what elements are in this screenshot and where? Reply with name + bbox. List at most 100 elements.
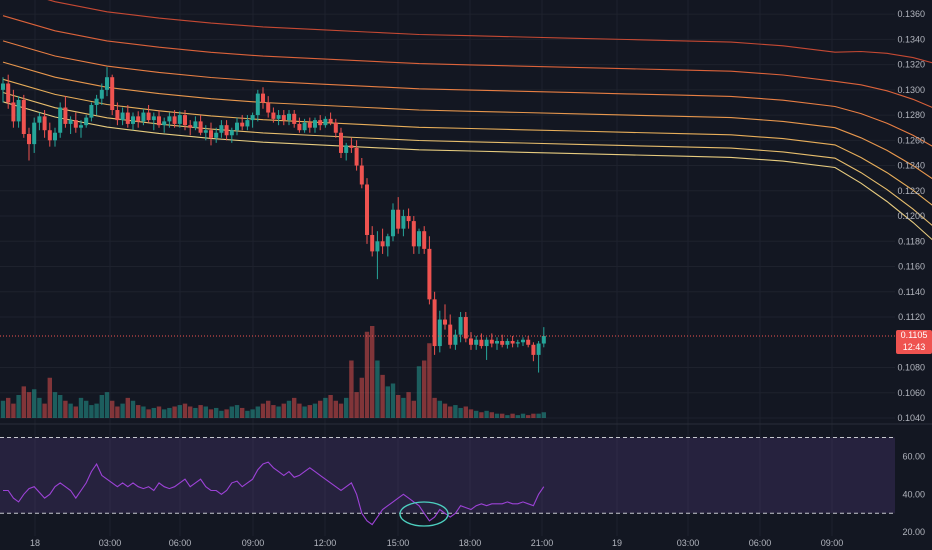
candle-body xyxy=(261,93,265,103)
volume-bar xyxy=(68,403,73,418)
volume-bar xyxy=(396,395,401,418)
price-tick-label: 0.1080 xyxy=(897,363,925,373)
candle-body xyxy=(73,120,78,128)
price-tick-label: 0.1360 xyxy=(897,9,925,19)
candle-body xyxy=(6,83,11,103)
candle-body xyxy=(250,115,255,121)
price-tick-label: 0.1320 xyxy=(897,60,925,70)
volume-bar xyxy=(52,392,58,418)
time-tick-label: 18 xyxy=(30,538,40,548)
candle-body xyxy=(479,339,484,347)
candle-body xyxy=(541,335,546,344)
candle-body xyxy=(391,209,395,237)
time-tick-label: 21:00 xyxy=(531,538,554,548)
candle-body xyxy=(63,107,68,124)
volume-bar xyxy=(193,407,198,418)
candle-body xyxy=(396,209,401,229)
candle-body xyxy=(526,339,531,345)
candle-body xyxy=(495,341,499,344)
volume-bar xyxy=(479,412,484,418)
volume-bar xyxy=(515,415,520,418)
volume-bar xyxy=(302,406,307,418)
candlesticks[interactable] xyxy=(1,67,546,373)
candle-body xyxy=(224,125,229,136)
price-tick-label: 0.1280 xyxy=(897,110,925,120)
candle-body xyxy=(359,165,364,185)
volume-bar xyxy=(380,374,385,418)
volume-bar xyxy=(130,400,136,418)
time-axis[interactable]: 18 03:00 06:00 09:00 12:00 15:00 18:00 21:00 19 0… xyxy=(30,538,843,548)
candle-body xyxy=(297,123,302,131)
candle-body xyxy=(328,118,333,123)
candle-body xyxy=(302,122,307,131)
candle-body xyxy=(240,122,245,127)
price-axis[interactable]: 0.1360 0.1340 0.1320 0.1300 0.1280 0.1260 0.12… xyxy=(897,9,925,423)
volume-bar xyxy=(422,360,427,418)
volume-bar xyxy=(188,406,193,418)
volume-bar xyxy=(255,406,260,418)
volume-bar xyxy=(505,415,510,418)
price-tick-label: 0.1200 xyxy=(897,211,925,221)
candle-body xyxy=(443,319,447,325)
price-tick-label: 0.1060 xyxy=(897,388,925,398)
candle-body xyxy=(469,338,473,345)
time-tick-label: 19 xyxy=(612,538,622,548)
candle-body xyxy=(177,115,182,124)
volume-bar xyxy=(146,409,151,418)
volume-bar xyxy=(344,397,349,418)
candle-body xyxy=(157,116,161,126)
volume-bar xyxy=(468,409,474,418)
candle-body xyxy=(287,113,291,121)
ma-line xyxy=(2,61,932,180)
ma-line xyxy=(2,40,932,147)
volume-bar xyxy=(328,395,333,418)
volume-bar xyxy=(120,403,125,418)
candle-body xyxy=(489,339,494,344)
candle-body xyxy=(172,116,177,124)
volume-bar xyxy=(219,410,224,418)
candle-body xyxy=(453,334,458,345)
volume-bar xyxy=(463,406,468,418)
candle-body xyxy=(339,132,343,153)
volume-bar xyxy=(141,406,146,418)
volume-bar xyxy=(390,383,396,418)
candle-body xyxy=(214,132,219,138)
volume-bars xyxy=(0,326,546,418)
bar-countdown: 12:43 xyxy=(903,342,926,352)
candle-body xyxy=(209,130,213,138)
ma-line xyxy=(2,101,932,241)
volume-bar xyxy=(0,400,6,418)
volume-bar xyxy=(510,413,515,418)
volume-bar xyxy=(99,395,104,418)
volume-bar xyxy=(136,405,141,418)
volume-bar xyxy=(6,397,11,418)
rsi-band xyxy=(0,437,895,514)
volume-bar xyxy=(208,409,214,418)
candle-body xyxy=(365,184,369,235)
candle-body xyxy=(448,324,453,345)
volume-bar xyxy=(318,400,323,418)
rsi-line xyxy=(3,461,545,526)
candle-body xyxy=(333,122,338,133)
volume-bar xyxy=(94,403,99,418)
volume-bar xyxy=(260,403,266,418)
volume-bar xyxy=(474,410,479,418)
candle-body xyxy=(183,115,187,126)
volume-bar xyxy=(385,386,390,418)
candle-body xyxy=(53,132,57,141)
candle-body xyxy=(385,236,390,247)
candle-body xyxy=(47,130,52,141)
volume-bar xyxy=(531,413,536,418)
candle-body xyxy=(458,317,463,335)
volume-bar xyxy=(364,331,370,418)
candle-body xyxy=(27,134,31,145)
volume-bar xyxy=(411,400,416,418)
volume-bar xyxy=(442,403,448,418)
volume-bar xyxy=(234,405,240,418)
candle-body xyxy=(125,112,130,124)
candle-body xyxy=(500,341,505,345)
ma-line xyxy=(2,78,932,206)
candle-body xyxy=(235,122,239,131)
candle-body xyxy=(99,89,104,99)
